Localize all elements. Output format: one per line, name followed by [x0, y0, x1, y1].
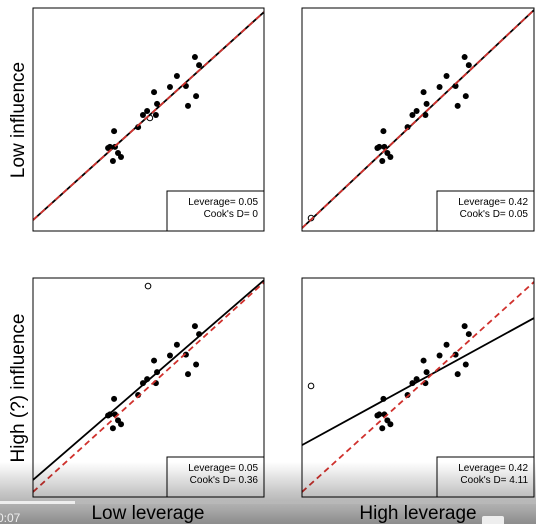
point [413, 108, 420, 115]
point [423, 369, 430, 376]
legend-box [166, 190, 265, 232]
point [118, 421, 125, 428]
row-label: High (?) influence [8, 314, 29, 463]
point [196, 62, 203, 69]
point [111, 128, 118, 135]
point [465, 331, 472, 338]
player-time: 0:07 [0, 511, 21, 524]
point [185, 371, 192, 378]
point [436, 83, 443, 90]
panel-frame [32, 7, 265, 232]
legend-box [436, 190, 535, 232]
point [154, 100, 161, 107]
point [404, 391, 411, 398]
point [182, 351, 189, 358]
point [191, 323, 198, 330]
point [105, 145, 112, 152]
fit-line [302, 281, 534, 493]
point [173, 73, 180, 80]
point [111, 395, 118, 402]
point [454, 371, 461, 378]
point [387, 153, 394, 160]
point [379, 425, 386, 432]
point [420, 89, 427, 96]
point [191, 54, 198, 61]
point [193, 93, 200, 100]
column-label: Low leverage [91, 503, 204, 524]
outlier-point [307, 382, 315, 390]
player-shade [0, 462, 536, 524]
point [380, 128, 387, 135]
legend-text: Leverage= 0.05 [188, 197, 258, 208]
point [461, 54, 468, 61]
point [423, 100, 430, 107]
point [443, 73, 450, 80]
column-label: High leverage [359, 503, 476, 524]
point [185, 102, 192, 109]
progress-played[interactable] [0, 501, 75, 504]
point [152, 112, 159, 119]
point [409, 112, 416, 119]
point [443, 341, 450, 348]
point [139, 112, 146, 119]
panel-frame [301, 7, 535, 232]
fit-line [33, 11, 264, 221]
plot-area [33, 279, 264, 493]
point [420, 357, 427, 364]
outlier-point [144, 282, 152, 290]
fit-line [33, 281, 264, 493]
point [193, 361, 200, 368]
point [374, 412, 381, 419]
point [118, 153, 125, 160]
point [379, 157, 386, 164]
legend-text: Cook's D= 0.05 [460, 209, 529, 220]
plot-area [33, 11, 264, 221]
point [109, 425, 116, 432]
point [151, 89, 158, 96]
legend-text: Cook's D= 0 [204, 209, 259, 220]
plot-area [302, 281, 534, 493]
point [374, 145, 381, 152]
point [387, 421, 394, 428]
point [166, 352, 173, 359]
legend-text: Leverage= 0.42 [458, 197, 528, 208]
point [151, 357, 158, 364]
fit-line [302, 9, 534, 229]
point [454, 102, 461, 109]
plot-area [302, 9, 534, 229]
point [462, 361, 469, 368]
point [436, 352, 443, 359]
fit-line [302, 317, 534, 446]
point [144, 108, 151, 115]
point [166, 83, 173, 90]
progress-track[interactable] [0, 501, 536, 504]
point [461, 323, 468, 330]
row-label: Low influence [8, 62, 29, 178]
point [462, 93, 469, 100]
point [173, 341, 180, 348]
player-button[interactable] [482, 516, 504, 524]
point [465, 62, 472, 69]
point [109, 157, 116, 164]
fit-line [33, 279, 264, 481]
